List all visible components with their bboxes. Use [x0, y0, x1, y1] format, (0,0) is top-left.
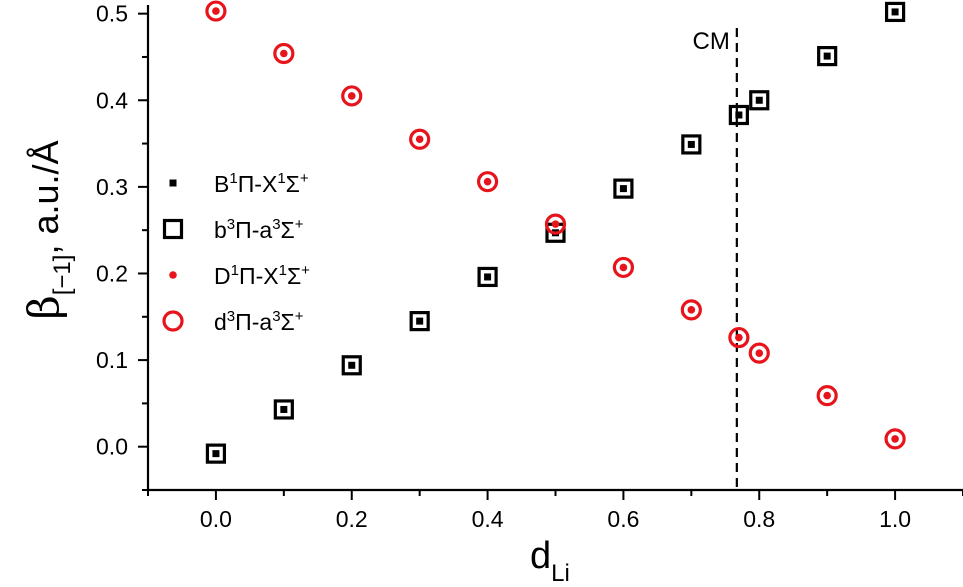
data-point-filled-square-small — [755, 96, 763, 104]
data-point-filled-square-small — [212, 450, 220, 458]
data-point-filled-circle-small — [415, 135, 424, 144]
data-point-filled-square-small — [891, 8, 899, 16]
data-point-filled-circle-small — [687, 306, 696, 314]
data-point-open-square — [477, 266, 498, 288]
data-point-open-square — [681, 134, 702, 155]
axes: 0.0 0.2 0.4 0.6 0.8 1.0 0.0 0.1 0.2 0.3 0.4 0.5 — [96, 1, 963, 532]
data-point-open-square — [884, 1, 906, 23]
data-point-open-square — [749, 90, 770, 111]
legend-label: B1Π-X1Σ+ — [214, 170, 309, 197]
data-point-open-circle — [612, 256, 635, 279]
data-point-open-circle — [884, 428, 906, 450]
data-point-open-square — [341, 355, 362, 376]
data-point-open-circle — [205, 0, 227, 22]
legend-marker — [162, 310, 184, 332]
data-point-filled-circle-small — [483, 177, 492, 186]
data-point-open-square — [273, 399, 294, 420]
x-tick-label: 1.0 — [879, 506, 911, 532]
data-point-filled-square-small — [823, 52, 831, 60]
axis-titles: dLi β[−1], a.u./Å — [19, 140, 570, 587]
data-point-open-square — [728, 104, 749, 126]
y-tick-label: 0.3 — [96, 174, 128, 200]
data-point-filled-circle-small — [619, 263, 628, 272]
data-point-open-square — [613, 178, 634, 199]
data-point-open-circle — [680, 299, 702, 321]
y-tick-label: 0.2 — [96, 260, 128, 286]
data-point-open-square — [409, 311, 430, 332]
data-point-open-square — [205, 443, 227, 464]
y-tick-label: 0.4 — [96, 87, 128, 113]
x-tick-label: 0.0 — [200, 506, 232, 532]
cm-label: CM — [693, 28, 730, 55]
data-point-open-circle — [748, 342, 770, 364]
data-point-filled-circle-small — [212, 7, 220, 15]
data-point-filled-square-small — [687, 140, 695, 148]
data-point-filled-circle-small — [347, 92, 356, 100]
legend-marker — [169, 271, 177, 279]
legend-marker — [162, 218, 184, 240]
data-point-open-circle — [273, 42, 295, 65]
data-point-filled-square-small — [619, 185, 627, 193]
data-point-open-square — [817, 45, 838, 67]
data-point-open-circle — [728, 326, 750, 349]
data-point-filled-square-small — [735, 111, 743, 119]
x-tick-label: 0.4 — [472, 506, 504, 532]
data-point-filled-circle-small — [823, 391, 831, 400]
data-point-filled-circle-small — [891, 435, 899, 443]
data-point-open-circle — [409, 128, 431, 150]
data-point-open-circle — [476, 171, 499, 193]
data-point-filled-circle-small — [551, 220, 560, 228]
x-tick-label: 0.2 — [336, 506, 368, 532]
data-point-filled-circle-small — [735, 333, 743, 342]
y-axis-title: β[−1], a.u./Å — [19, 140, 76, 319]
data-point-filled-square-small — [484, 273, 492, 281]
data-point-filled-square-small — [280, 405, 288, 413]
data-point-filled-circle-small — [755, 349, 764, 357]
data-point-open-circle — [341, 85, 363, 107]
legend-label: D1Π-X1Σ+ — [214, 262, 310, 289]
data-marks — [205, 0, 906, 464]
data-point-filled-square-small — [416, 317, 424, 325]
y-tick-label: 0.1 — [96, 347, 128, 373]
annotation-layer: CM — [693, 28, 738, 490]
legend: B1Π-X1Σ+ b3Π-a3Σ+ D1Π-X1Σ+ d3Π-a3Σ+ — [162, 170, 310, 335]
x-tick-label: 0.6 — [607, 506, 639, 532]
legend-label: d3Π-a3Σ+ — [214, 308, 304, 335]
legend-marker — [169, 179, 177, 187]
data-point-filled-circle-small — [280, 49, 288, 58]
y-tick-label: 0.5 — [96, 1, 128, 27]
legend-label: b3Π-a3Σ+ — [214, 216, 304, 243]
y-tick-label: 0.0 — [96, 434, 128, 460]
x-axis-title: dLi — [530, 535, 570, 587]
data-point-open-circle — [816, 384, 838, 407]
x-tick-label: 0.8 — [743, 506, 775, 532]
data-point-filled-square-small — [348, 361, 356, 369]
data-point-open-circle — [544, 213, 567, 235]
